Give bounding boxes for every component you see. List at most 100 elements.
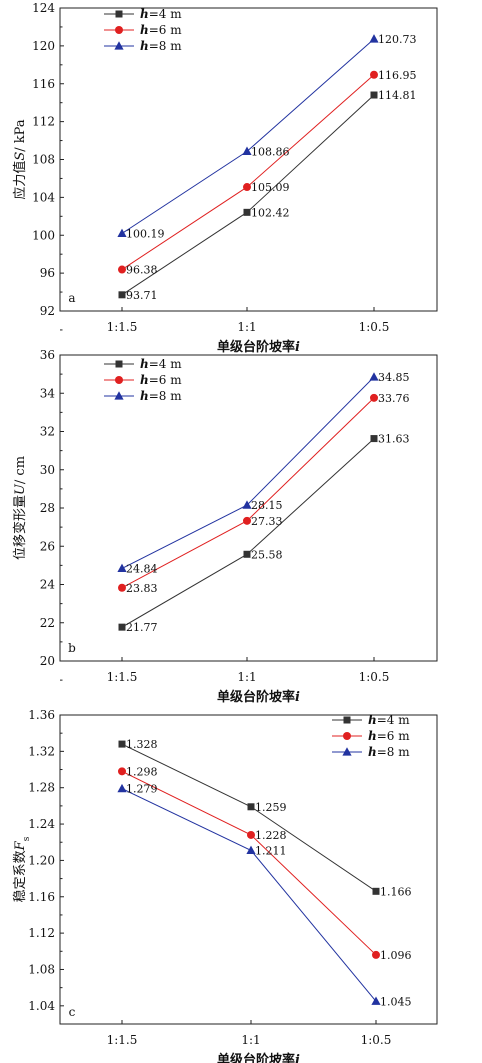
data-label: 108.86 — [251, 145, 290, 158]
data-point-triangle — [242, 500, 252, 509]
data-point-square — [118, 740, 126, 748]
series-line — [121, 788, 377, 1002]
data-label: 1.298 — [126, 765, 158, 778]
y-tick-label: 36 — [40, 348, 55, 362]
series-0: 93.71 102.42 114.81 h=4 m — [104, 7, 417, 302]
data-label: 33.76 — [378, 392, 410, 405]
data-point-triangle — [246, 845, 256, 855]
data-point-circle — [118, 265, 126, 274]
x-tick-label: 1:1 — [237, 670, 256, 684]
series-line — [121, 743, 377, 892]
y-tick-label: 1.32 — [28, 744, 55, 758]
y-tick-label: 100 — [32, 228, 55, 242]
legend-label: h=4 m — [140, 357, 182, 371]
data-point-square — [370, 435, 378, 443]
data-point-circle — [118, 767, 126, 776]
legend-label: h=4 m — [140, 7, 182, 21]
x-tick-label: 1:1.5 — [107, 1033, 138, 1047]
data-label: 1.259 — [255, 801, 287, 814]
y-tick-label: 104 — [32, 190, 55, 204]
data-point-square — [118, 291, 126, 299]
x-tick-label: 1:0.5 — [359, 670, 390, 684]
data-point-square — [370, 91, 378, 99]
y-axis-label: 位移变形量U/ cm — [12, 456, 28, 560]
data-label: 102.42 — [251, 206, 290, 219]
x-axis-label: 单级台阶坡率i — [217, 1052, 300, 1063]
y-tick-label: 92 — [40, 304, 55, 318]
data-point-circle — [118, 583, 126, 592]
x-tick-label: 1:1.5 — [107, 320, 138, 334]
chart-panel-b: 20 22 24 26 28 30 32 34 36 1:1.5 1:1 1:0.5 单级台阶坡率i 位移… — [12, 348, 438, 705]
legend-marker-triangle — [114, 391, 124, 400]
x-tick-label: 1:1 — [237, 320, 256, 334]
data-point-circle — [370, 70, 378, 79]
series-line — [121, 38, 375, 234]
series-1: 96.38 105.09 116.95 h=6 m — [104, 23, 417, 277]
series-0: 1.328 1.259 1.166 h=4 m — [118, 713, 412, 898]
chart-panel-c: 1.04 1.08 1.12 1.16 1.20 1.24 1.28 1.32 1.36 1:1.… — [12, 708, 438, 1063]
y-tick-label: 108 — [32, 153, 55, 167]
data-label: 1.166 — [380, 885, 412, 898]
data-point-triangle — [117, 783, 127, 793]
legend-marker-square — [343, 716, 351, 724]
data-point-triangle — [117, 228, 127, 238]
data-label: 1.279 — [126, 783, 158, 796]
legend-label: h=6 m — [140, 373, 182, 387]
data-label: 21.77 — [126, 621, 158, 634]
series-2: 1.279 1.211 1.045 h=8 m — [117, 745, 412, 1008]
y-tick-label: 26 — [40, 539, 55, 553]
data-label: 93.71 — [126, 289, 158, 302]
data-label: 24.84 — [126, 562, 158, 575]
x-axis-label: 单级台阶坡率i — [217, 689, 300, 705]
data-label: 116.95 — [378, 69, 417, 82]
y-tick-label: 1.16 — [28, 890, 55, 904]
data-label: 105.09 — [251, 181, 290, 194]
data-point-triangle — [242, 146, 252, 155]
data-label: 1.045 — [380, 995, 412, 1008]
y-tick-label: 24 — [40, 578, 56, 592]
y-tick-label: 34 — [40, 386, 56, 400]
y-tick-label: 96 — [40, 266, 55, 280]
legend-label: h=6 m — [368, 729, 410, 743]
legend-label: h=4 m — [368, 713, 410, 727]
data-point-triangle — [369, 372, 379, 381]
data-point-circle — [247, 830, 255, 839]
legend-marker-triangle — [114, 41, 124, 50]
plot-frame — [59, 7, 438, 312]
x-tick-label: 1:1.5 — [107, 670, 138, 684]
data-label: 120.73 — [378, 33, 417, 46]
panel-label: b — [68, 641, 76, 655]
series-line — [121, 94, 375, 296]
data-label: 1.228 — [255, 829, 287, 842]
plot-frame — [59, 714, 438, 1025]
data-label: 34.85 — [378, 371, 410, 384]
x-tick-label: 1:0.5 — [361, 1033, 392, 1047]
y-tick-label: 112 — [32, 115, 55, 129]
y-tick-label: 28 — [40, 501, 55, 515]
series-line — [121, 397, 375, 589]
data-label: 1.096 — [380, 949, 412, 962]
y-tick-label: 32 — [40, 425, 55, 439]
y-tick-label: 1.12 — [28, 926, 55, 940]
data-point-circle — [372, 950, 380, 959]
data-point-square — [372, 887, 380, 895]
y-tick-label: 20 — [40, 654, 55, 668]
data-point-triangle — [371, 996, 381, 1005]
data-label: 1.328 — [126, 738, 158, 751]
series-2: 24.84 28.15 34.85 h=8 m — [104, 371, 410, 575]
data-label: 23.83 — [126, 582, 158, 595]
legend-marker-square — [115, 360, 123, 368]
data-point-triangle — [117, 563, 127, 573]
series-line — [121, 438, 375, 628]
data-label: 25.58 — [251, 548, 283, 561]
chart-panel-a: 92 96 100 104 108 112 116 120 124 1:1.5 1:1 1:0.5 单级… — [12, 1, 438, 355]
data-point-circle — [243, 516, 251, 525]
y-tick-label: 1.24 — [28, 817, 55, 831]
y-tick-label: 1.28 — [28, 781, 55, 795]
y-tick-label: 1.36 — [28, 708, 55, 722]
y-tick-label: 124 — [32, 1, 55, 15]
data-point-square — [243, 208, 251, 216]
legend-label: h=8 m — [140, 39, 182, 53]
x-tick-label: 1:1 — [241, 1033, 260, 1047]
